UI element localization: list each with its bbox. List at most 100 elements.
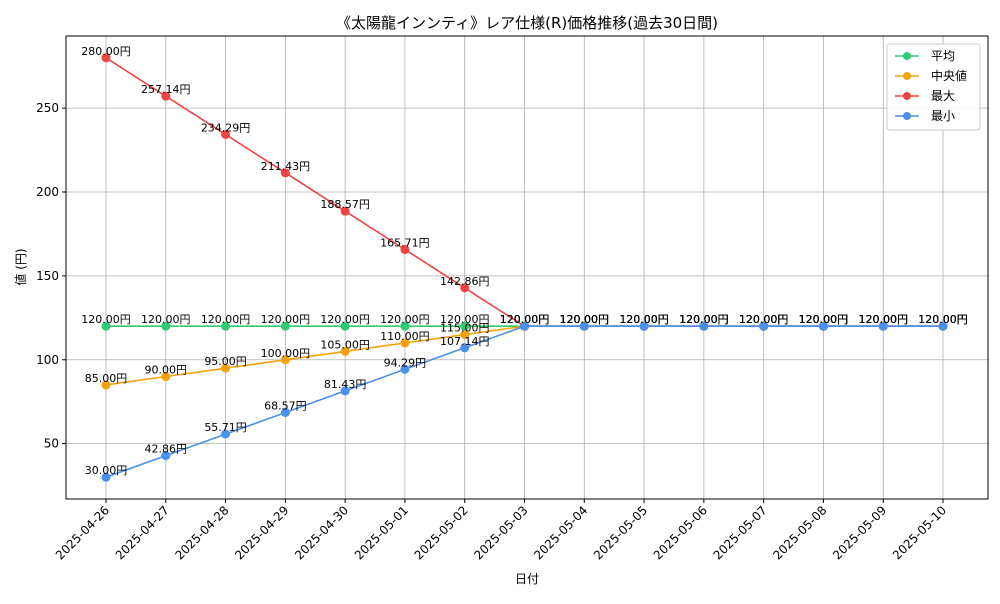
data-point [221, 429, 231, 439]
plot-frame [65, 35, 989, 500]
data-point [221, 129, 231, 139]
data-label: 120.00円 [739, 313, 789, 326]
data-point [161, 372, 171, 382]
data-label: 120.00円 [918, 313, 968, 326]
data-label: 120.00円 [619, 313, 669, 326]
data-label: 120.00円 [619, 313, 669, 326]
data-point [400, 338, 410, 348]
data-point [340, 206, 350, 216]
data-label: 120.00円 [560, 313, 610, 326]
data-label: 120.00円 [500, 313, 550, 326]
y-tick-label: 150 [36, 269, 59, 283]
data-label: 120.00円 [380, 313, 430, 326]
data-label: 120.00円 [739, 313, 789, 326]
data-label: 120.00円 [918, 313, 968, 326]
x-tick-label: 2025-05-02 [412, 503, 471, 562]
data-label: 120.00円 [679, 313, 729, 326]
x-tick-label: 2025-05-01 [352, 503, 411, 562]
data-point [520, 321, 529, 331]
data-point [221, 321, 231, 331]
data-label: 120.00円 [858, 313, 908, 326]
legend-swatch-marker [903, 112, 911, 120]
data-point [579, 321, 589, 331]
data-point [460, 343, 470, 353]
y-axis: 50 100 150 200 250 [36, 101, 66, 451]
data-label: 120.00円 [858, 313, 908, 326]
data-labels: 120.00円 120.00円 120.00円 120.00円 120.00円 120.0… [81, 45, 968, 477]
data-label: 120.00円 [500, 313, 550, 326]
data-label: 120.00円 [918, 313, 968, 326]
data-point [400, 364, 410, 374]
data-label: 85.00円 [85, 372, 128, 385]
y-tick-label: 200 [36, 185, 59, 199]
data-point [161, 321, 171, 331]
y-tick-label: 250 [36, 101, 59, 115]
data-label: 120.00円 [799, 313, 849, 326]
data-label: 120.00円 [799, 313, 849, 326]
x-tick-label: 2025-05-09 [830, 503, 889, 562]
x-tick-label: 2025-05-10 [890, 503, 949, 562]
data-point [878, 321, 888, 331]
data-label: 107.14円 [440, 335, 490, 348]
legend-entry: 最小 [931, 109, 955, 123]
data-label: 120.00円 [500, 313, 550, 326]
data-label: 95.00円 [204, 355, 247, 368]
data-point [101, 380, 111, 390]
x-tick-label: 2025-05-03 [471, 503, 530, 562]
data-label: 120.00円 [858, 313, 908, 326]
x-tick-label: 2025-04-30 [292, 503, 351, 562]
x-tick-label: 2025-04-26 [53, 503, 112, 562]
data-point [639, 321, 649, 331]
data-label: 120.00円 [918, 313, 968, 326]
data-label: 188.57円 [320, 198, 370, 211]
data-label: 120.00円 [81, 313, 131, 326]
data-label: 115.00円 [440, 322, 490, 335]
x-tick-label: 2025-05-07 [711, 503, 770, 562]
data-label: 280.00円 [81, 45, 131, 58]
data-label: 120.00円 [619, 313, 669, 326]
data-label: 120.00円 [500, 313, 550, 326]
data-point [161, 91, 171, 101]
data-point [340, 386, 350, 396]
data-point [818, 321, 828, 331]
data-label: 142.86円 [440, 275, 490, 288]
y-tick-label: 50 [44, 437, 59, 451]
data-label: 68.57円 [264, 399, 307, 412]
data-label: 120.00円 [141, 313, 191, 326]
data-label: 120.00円 [858, 313, 908, 326]
data-point [699, 321, 709, 331]
data-label: 120.00円 [679, 313, 729, 326]
legend-entry: 平均 [931, 49, 955, 63]
data-label: 100.00円 [261, 347, 311, 360]
data-point [101, 321, 111, 331]
y-tick-label: 100 [36, 353, 59, 367]
legend-entry: 中央値 [931, 68, 967, 83]
data-label: 105.00円 [320, 338, 370, 351]
data-label: 90.00円 [145, 364, 188, 377]
data-label: 234.29円 [201, 121, 251, 134]
legend-swatch-marker [903, 92, 911, 100]
data-point [460, 321, 470, 331]
data-point [101, 472, 111, 482]
data-point [280, 355, 290, 365]
data-point [340, 346, 350, 356]
x-tick-label: 2025-05-08 [770, 503, 829, 562]
data-point [280, 168, 290, 178]
data-point [161, 451, 171, 461]
data-label: 211.43円 [261, 160, 311, 173]
data-label: 120.00円 [739, 313, 789, 326]
data-label: 120.00円 [261, 313, 311, 326]
data-label: 257.14円 [141, 83, 191, 96]
legend-swatch-marker [903, 72, 911, 80]
data-label: 120.00円 [619, 313, 669, 326]
data-label: 120.00円 [679, 313, 729, 326]
data-label: 120.00円 [739, 313, 789, 326]
data-label: 120.00円 [560, 313, 610, 326]
y-axis-title: 値 (円) [13, 248, 28, 285]
x-tick-label: 2025-04-28 [172, 503, 231, 562]
x-tick-label: 2025-04-29 [232, 503, 291, 562]
data-label: 165.71円 [380, 237, 430, 250]
data-label: 120.00円 [679, 313, 729, 326]
